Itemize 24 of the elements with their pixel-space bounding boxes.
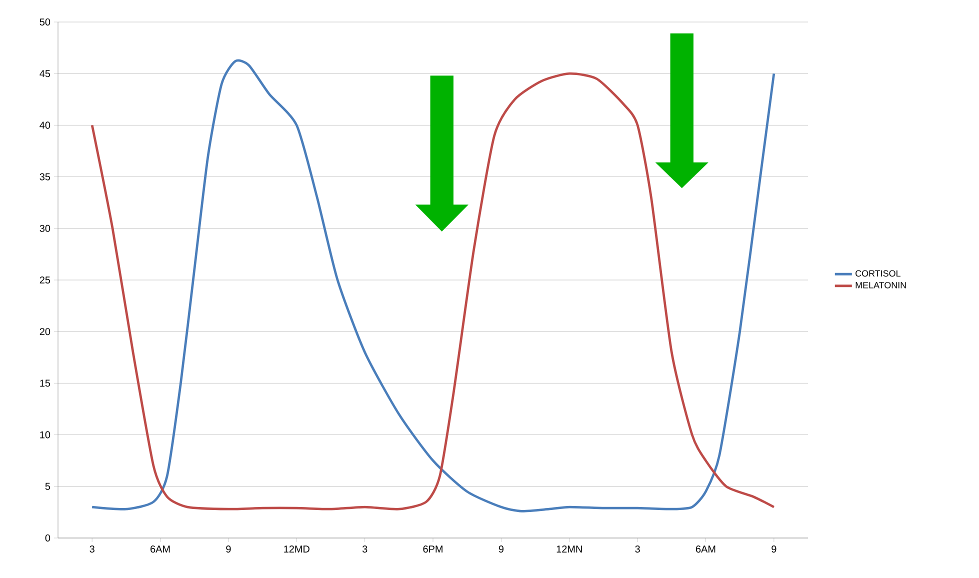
- legend-label: CORTISOL: [856, 270, 900, 277]
- x-tick-label: 6AM: [696, 546, 716, 553]
- y-tick-label: 15: [40, 380, 50, 387]
- x-tick-label: 6AM: [150, 546, 170, 553]
- x-tick-label: 3: [362, 546, 368, 553]
- legend-label: MELATONIN: [856, 282, 906, 288]
- y-tick-label: 40: [40, 122, 50, 129]
- y-tick-label: 35: [40, 173, 50, 180]
- y-tick-label: 5: [45, 482, 50, 490]
- y-tick-label: 45: [40, 70, 50, 78]
- y-tick-label: 0: [45, 534, 50, 542]
- x-tick-label: 3: [90, 546, 94, 553]
- x-tick-label: 3: [635, 546, 640, 553]
- x-tick-label: 9: [498, 546, 504, 553]
- x-tick-label: 12MN: [556, 546, 582, 552]
- x-tick-label: 12MD: [284, 546, 310, 552]
- y-tick-label: 30: [40, 224, 50, 232]
- x-tick-label: 9: [772, 546, 776, 553]
- x-tick-label: 9: [226, 546, 231, 553]
- y-tick-label: 25: [40, 276, 50, 284]
- y-tick-label: 50: [40, 18, 50, 26]
- y-tick-label: 20: [40, 328, 50, 336]
- x-tick-label: 6PM: [423, 546, 442, 553]
- y-tick-label: 10: [40, 431, 50, 438]
